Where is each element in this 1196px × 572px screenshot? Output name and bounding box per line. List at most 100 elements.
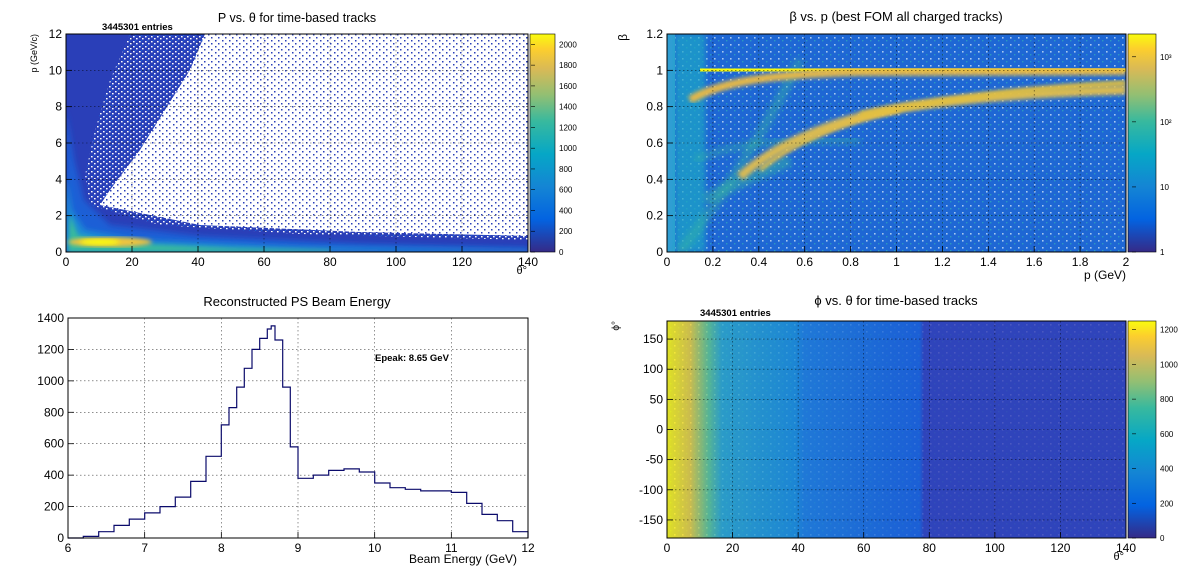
x-axis-label: p (GeV) <box>1084 268 1126 282</box>
x-axis: 0 20 40 60 80 100 120 140 <box>63 246 538 269</box>
x-tick-label: 0 <box>664 255 671 269</box>
y-tick-label: 50 <box>650 392 664 406</box>
y-tick-label: 2 <box>55 209 62 223</box>
y-tick-label: 0 <box>57 531 64 545</box>
x-tick-label: 0.2 <box>705 255 722 269</box>
y-tick-label: 0.2 <box>646 209 663 223</box>
y-axis: 0 2 4 6 8 10 12 <box>49 27 72 259</box>
y-axis: 0 200 400 600 800 1000 1200 1400 <box>37 311 74 545</box>
scale-tick-label: 2000 <box>559 40 577 49</box>
x-tick-label: 0.4 <box>750 255 767 269</box>
scale-tick-label: 10³ <box>1160 53 1172 62</box>
y-tick-label: 150 <box>643 332 663 346</box>
x-axis-label: θ° <box>1113 551 1124 563</box>
x-tick-label: 60 <box>857 541 871 555</box>
x-tick-label: 1 <box>893 255 900 269</box>
x-tick-label: 40 <box>191 255 205 269</box>
chart-title: P vs. θ for time-based tracks <box>218 11 376 25</box>
x-tick-label: 6 <box>65 541 72 555</box>
y-tick-label: 200 <box>44 500 64 514</box>
y-tick-label: 400 <box>44 468 64 482</box>
scale-tick-label: 0 <box>1160 534 1165 543</box>
grid <box>667 321 1126 538</box>
y-tick-label: 12 <box>49 27 63 41</box>
entries-label: 3445301 entries <box>700 308 771 319</box>
x-tick-label: 80 <box>323 255 337 269</box>
x-tick-label: 11 <box>445 541 458 555</box>
y-tick-label: -150 <box>639 513 663 527</box>
x-axis-label: Beam Energy (GeV) <box>409 552 517 566</box>
x-tick-label: 1.6 <box>1026 255 1043 269</box>
scale-tick-label: 1800 <box>559 61 577 70</box>
beam-energy-panel: Reconstructed PS Beam Energy 6 7 8 9 10 11 12 … <box>37 294 535 566</box>
x-axis: 6 7 8 9 10 11 12 <box>65 532 535 555</box>
y-axis: 0 0.2 0.4 0.6 0.8 1 1.2 <box>646 27 673 259</box>
y-tick-label: 0 <box>656 245 663 259</box>
y-tick-label: 1200 <box>37 342 64 356</box>
y-axis: -150 -100 -50 0 50 100 150 <box>639 332 673 527</box>
scale-tick-label: 0 <box>559 248 564 257</box>
y-tick-label: 600 <box>44 437 64 451</box>
x-tick-label: 1.2 <box>934 255 951 269</box>
x-tick-label: 2 <box>1123 255 1130 269</box>
p-vs-theta-panel: P vs. θ for time-based tracks 3445301 en… <box>29 11 577 277</box>
phi-vs-theta-panel: ϕ vs. θ for time-based tracks 3445301 en… <box>611 293 1178 563</box>
y-axis-label: β <box>616 34 630 41</box>
y-tick-label: -100 <box>639 483 663 497</box>
entries-label: 3445301 entries <box>102 22 173 33</box>
y-tick-label: 100 <box>643 362 663 376</box>
y-tick-label: 1 <box>656 63 663 77</box>
x-tick-label: 9 <box>295 541 302 555</box>
scale-tick-label: 600 <box>1160 430 1174 439</box>
scale-tick-label: 600 <box>559 186 573 195</box>
x-tick-label: 0.8 <box>842 255 859 269</box>
y-tick-label: 4 <box>55 172 62 186</box>
y-tick-label: -50 <box>646 453 664 467</box>
scale-tick-label: 1000 <box>559 144 577 153</box>
scale-tick-label: 1200 <box>1160 326 1178 335</box>
x-tick-label: 10 <box>368 541 382 555</box>
scale-tick-label: 400 <box>1160 465 1174 474</box>
x-axis: 0 0.2 0.4 0.6 0.8 1 1.2 1.4 1.6 1.8 2 <box>664 246 1130 269</box>
x-tick-label: 140 <box>1116 541 1136 555</box>
chart-title: Reconstructed PS Beam Energy <box>203 294 391 309</box>
color-scale-ticks: 0 200 400 600 800 1000 1200 1400 1600 1800 2000 <box>531 40 577 257</box>
y-tick-label: 0.8 <box>646 100 663 114</box>
scale-tick-label: 1000 <box>1160 360 1178 369</box>
chart-title: ϕ vs. θ for time-based tracks <box>814 293 978 308</box>
y-tick-label: 10 <box>49 63 63 77</box>
x-tick-label: 40 <box>791 541 805 555</box>
scale-tick-label: 400 <box>559 206 573 215</box>
y-tick-label: 0.4 <box>646 172 663 186</box>
histogram-line <box>68 325 529 539</box>
grid <box>66 34 528 252</box>
y-axis-label: ϕ° <box>611 321 622 331</box>
y-tick-label: 0.6 <box>646 136 663 150</box>
color-scale-bar <box>530 34 555 252</box>
color-scale-ticks: 1 10 10² 10³ <box>1132 53 1172 257</box>
x-tick-label: 140 <box>518 255 538 269</box>
scale-tick-label: 1200 <box>559 123 577 132</box>
scale-tick-label: 800 <box>1160 395 1174 404</box>
chart-title: β vs. p (best FOM all charged tracks) <box>789 9 1002 24</box>
scale-tick-label: 200 <box>1160 499 1174 508</box>
x-tick-label: 100 <box>386 255 406 269</box>
y-tick-label: 1.2 <box>646 27 663 41</box>
y-axis-label: p (GeV/c) <box>29 34 39 73</box>
x-tick-label: 80 <box>923 541 937 555</box>
color-scale-ticks: 0 200 400 600 800 1000 1200 <box>1132 326 1178 543</box>
y-tick-label: 1400 <box>37 311 64 325</box>
x-tick-label: 7 <box>141 541 148 555</box>
x-tick-label: 120 <box>1050 541 1070 555</box>
x-tick-label: 20 <box>726 541 740 555</box>
scale-tick-label: 800 <box>559 165 573 174</box>
x-tick-label: 60 <box>257 255 271 269</box>
color-scale-bar <box>1128 321 1156 538</box>
x-tick-label: 120 <box>452 255 472 269</box>
scale-tick-label: 1400 <box>559 103 577 112</box>
x-axis-label: θ° <box>516 265 527 277</box>
x-tick-label: 20 <box>125 255 139 269</box>
scale-tick-label: 10² <box>1160 118 1172 127</box>
